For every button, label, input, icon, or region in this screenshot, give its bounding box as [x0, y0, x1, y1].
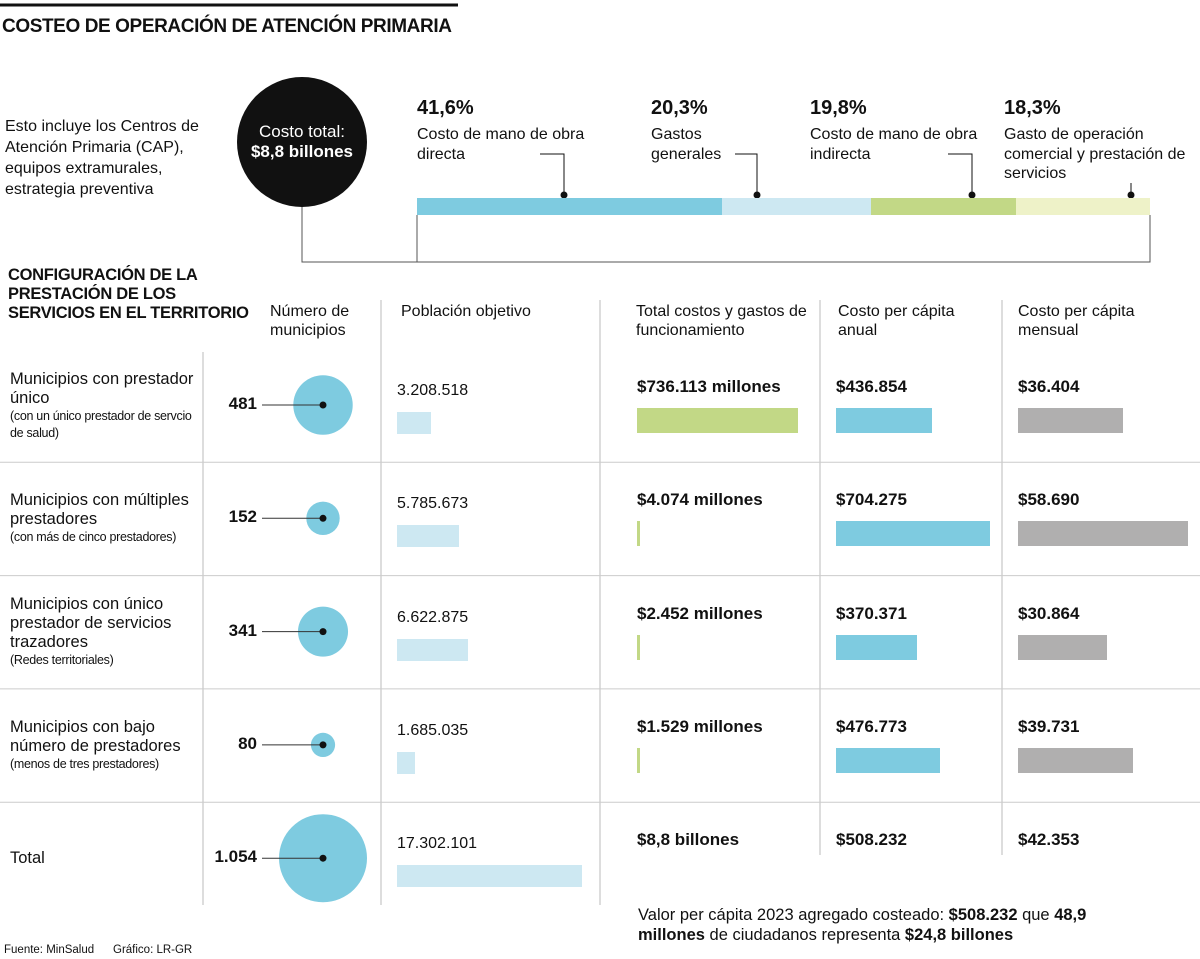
row-label: Total: [10, 802, 195, 915]
costos-bar: [637, 747, 640, 773]
poblacion-bar: [397, 638, 468, 661]
column-header: Costo per cápita anual: [838, 303, 955, 339]
costos-label: $1.529 millones: [637, 716, 763, 736]
total-circle-label: Costo total:: [259, 122, 345, 141]
poblacion-label: 6.622.875: [397, 608, 469, 626]
costos-bar: [637, 634, 640, 660]
poblacion-bar: [397, 525, 459, 548]
pointer-dot: [319, 741, 327, 749]
footnote-part: de ciudadanos representa: [704, 926, 905, 944]
mensual-label: $39.731: [1018, 716, 1080, 736]
column-header: Costo per cápita mensual: [1018, 303, 1135, 339]
credit: Gráfico: LR-GR: [113, 944, 193, 956]
anual-bar: [836, 634, 917, 660]
footnote-part: Valor per cápita 2023 agregado costeado:: [638, 906, 949, 924]
pointer-dot: [319, 854, 327, 862]
row-name: Total: [10, 849, 45, 868]
costos-label: $8,8 billones: [637, 830, 740, 850]
total-circle: Costo total: $8,8 billones: [237, 77, 367, 207]
footnote-part: 48,9 millones: [638, 906, 1087, 944]
poblacion-label: 17.302.101: [397, 835, 478, 853]
anual-label: $476.773: [836, 716, 907, 736]
mensual-label: $30.864: [1018, 603, 1080, 623]
pointer-dot: [319, 628, 327, 636]
column-header: Población objetivo: [401, 303, 531, 320]
breakdown-segment: [870, 198, 1016, 215]
row-label: Municipios con único prestador de servic…: [10, 576, 195, 689]
footnote: Valor per cápita 2023 agregado costeado:…: [638, 905, 1108, 945]
poblacion-bar: [397, 412, 432, 434]
row-name: Municipios con único prestador de servic…: [10, 595, 172, 652]
segment-percent: 18,3%: [1004, 97, 1061, 119]
municipios-label: 1.054: [214, 847, 257, 867]
breakdown-segment: [417, 198, 722, 215]
costos-bar: [637, 521, 640, 547]
anual-label: $436.854: [836, 377, 907, 396]
segment-name: Gasto de operación comercial y prestació…: [1004, 126, 1186, 182]
segment-name: Costo de mano de obra indirecta: [810, 126, 978, 163]
anual-label: $370.371: [836, 603, 907, 623]
segment-name: Costo de mano de obra directa: [417, 126, 585, 163]
footnote-part: $24,8 billones: [904, 926, 1014, 944]
costos-bar: [637, 408, 798, 433]
municipios-label: 481: [228, 394, 257, 413]
column-header: Número de municipios: [270, 303, 350, 339]
column-header: Total costos y gastos de funcionamiento: [636, 303, 807, 339]
source: Fuente: MinSalud: [4, 944, 95, 956]
segment-percent: 20,3%: [651, 97, 708, 119]
intro: Esto incluye los Centros de Atención Pri…: [5, 118, 199, 198]
mensual-bar: [1018, 521, 1188, 547]
table-title: CONFIGURACIÓN DE LA PRESTACIÓN DE LOS SE…: [8, 266, 249, 322]
municipios-label: 341: [228, 620, 257, 640]
row-label: Municipios con bajo número de prestadore…: [10, 689, 195, 802]
row-name: Municipios con prestador único: [10, 369, 194, 407]
anual-label: $704.275: [836, 490, 907, 510]
poblacion-bar: [397, 865, 582, 888]
poblacion-label: 3.208.518: [397, 382, 469, 399]
costos-label: $2.452 millones: [637, 603, 763, 623]
row-name: Municipios con bajo número de prestadore…: [10, 717, 181, 755]
footnote-part: $508.232: [948, 906, 1018, 924]
segment-percent: 41,6%: [417, 97, 474, 119]
segment-name: Gastos generales: [651, 126, 722, 163]
breakdown-segment: [721, 198, 871, 215]
pointer-dot: [319, 514, 327, 522]
poblacion-bar: [397, 751, 416, 774]
row-label: Municipios con múltiples prestadores (con…: [10, 462, 195, 575]
anual-bar: [836, 747, 941, 773]
costos-label: $4.074 millones: [637, 490, 763, 510]
municipios-label: 152: [228, 507, 257, 527]
poblacion-label: 5.785.673: [397, 495, 469, 513]
anual-bar: [836, 521, 990, 547]
mensual-label: $42.353: [1018, 830, 1080, 850]
title: COSTEO DE OPERACIÓN DE ATENCIÓN PRIMARIA: [2, 16, 452, 37]
anual-label: $508.232: [836, 830, 907, 850]
pointer-dot: [319, 401, 327, 409]
row-label: Municipios con prestador único (con un ún…: [10, 349, 195, 462]
anual-bar: [836, 408, 932, 433]
total-circle-value: $8,8 billones: [250, 142, 354, 161]
costos-label: $736.113 millones: [637, 377, 781, 396]
mensual-bar: [1018, 634, 1108, 660]
breakdown-segment: [1015, 198, 1150, 215]
segment-percent: 19,8%: [810, 97, 867, 119]
mensual-bar: [1018, 747, 1134, 773]
mensual-label: $58.690: [1018, 490, 1080, 510]
mensual-label: $36.404: [1018, 377, 1080, 396]
mensual-bar: [1018, 408, 1124, 433]
row-note: (con un único prestador de servcio de sa…: [10, 408, 192, 440]
row-note: (Redes territoriales): [10, 653, 114, 668]
footnote-part: que: [1017, 906, 1055, 924]
poblacion-label: 1.685.035: [397, 721, 469, 739]
row-name: Municipios con múltiples prestadores: [10, 491, 189, 529]
municipios-label: 80: [238, 733, 257, 753]
row-note: (con más de cinco prestadores): [10, 530, 177, 545]
row-note: (menos de tres prestadores): [10, 756, 159, 771]
